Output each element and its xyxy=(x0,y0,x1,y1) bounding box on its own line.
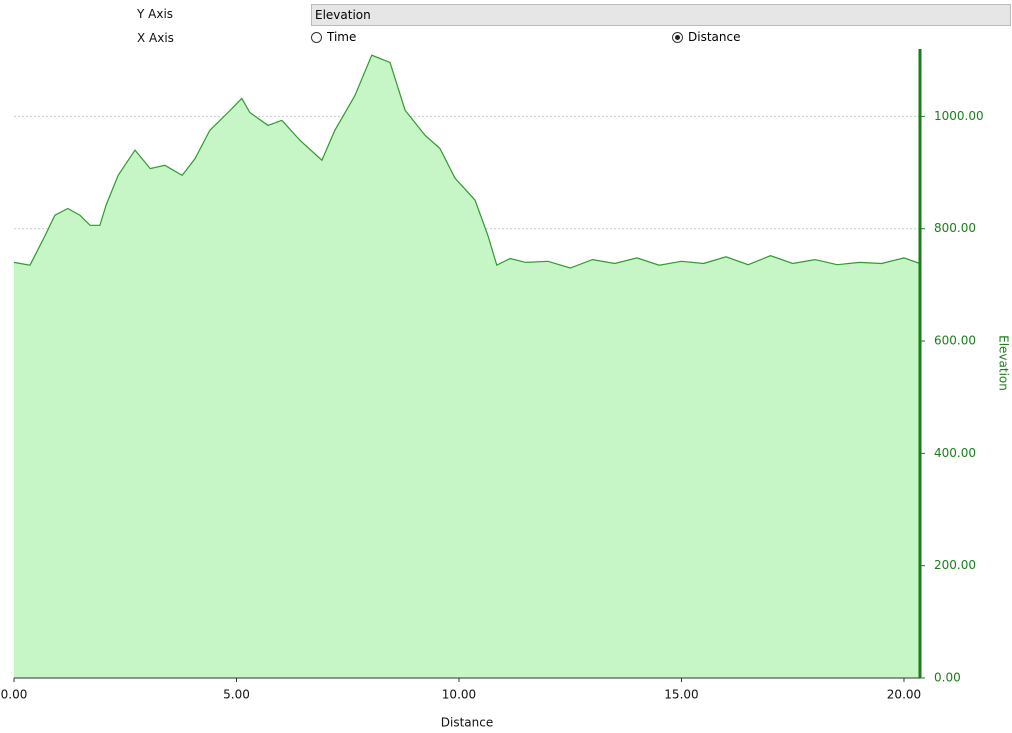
radio-dot[interactable] xyxy=(311,31,322,43)
x-axis-label: X Axis xyxy=(137,31,174,45)
radio-label: Distance xyxy=(688,30,741,44)
radio-label: Time xyxy=(327,30,357,44)
y-tick-label: 600.00 xyxy=(934,334,976,348)
y-axis-title: Elevation xyxy=(997,335,1011,391)
x-tick-label: 5.00 xyxy=(223,688,250,702)
x-tick-label: 15.00 xyxy=(664,688,698,702)
y-tick-label: 800.00 xyxy=(934,221,976,235)
radio-option[interactable]: Time xyxy=(311,30,356,44)
line xyxy=(13,54,921,269)
y-tick-label: 1000.00 xyxy=(934,109,984,123)
y-tick-label: 200.00 xyxy=(934,558,976,572)
y-tick-label: 400.00 xyxy=(934,446,976,460)
radio-option[interactable]: Distance xyxy=(672,30,740,44)
radio-dot[interactable] xyxy=(672,31,683,43)
x-axis-title: Distance xyxy=(441,716,493,730)
y-axis-dropdown[interactable]: Elevation xyxy=(311,4,1011,26)
y-axis-label: Y Axis xyxy=(137,7,174,21)
area xyxy=(14,55,920,678)
x-tick-label: 10.00 xyxy=(442,688,476,702)
y-tick-label: 0.00 xyxy=(934,671,961,685)
x-tick-label: 0.00 xyxy=(1,688,28,702)
x-tick-label: 20.00 xyxy=(887,688,921,702)
